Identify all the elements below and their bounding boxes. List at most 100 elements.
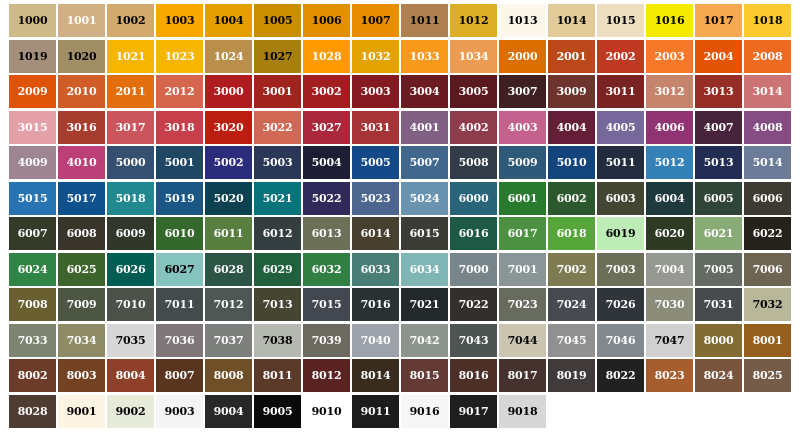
color-swatch-8012: 8012 xyxy=(303,359,350,392)
color-swatch-7031: 7031 xyxy=(695,288,742,321)
color-swatch-6018: 6018 xyxy=(548,217,595,250)
color-swatch-6019: 6019 xyxy=(597,217,644,250)
color-swatch-6009: 6009 xyxy=(107,217,154,250)
color-swatch-6016: 6016 xyxy=(450,217,497,250)
color-swatch-1006: 1006 xyxy=(303,4,350,37)
color-swatch-6021: 6021 xyxy=(695,217,742,250)
color-swatch-6011: 6011 xyxy=(205,217,252,250)
color-swatch-5000: 5000 xyxy=(107,146,154,179)
color-swatch-8007: 8007 xyxy=(156,359,203,392)
color-swatch-4003: 4003 xyxy=(499,110,546,144)
color-swatch-1023: 1023 xyxy=(156,39,203,73)
color-swatch-9011: 9011 xyxy=(352,394,399,428)
color-swatch-1019: 1019 xyxy=(9,39,56,73)
color-swatch-3015: 3015 xyxy=(9,110,56,144)
color-swatch-7038: 7038 xyxy=(254,323,301,357)
color-swatch-7032: 7032 xyxy=(744,288,791,321)
color-swatch-5022: 5022 xyxy=(303,181,350,215)
color-swatch-7022: 7022 xyxy=(450,288,497,321)
color-swatch-1004: 1004 xyxy=(205,4,252,37)
color-swatch-3002: 3002 xyxy=(303,75,350,108)
color-swatch-1020: 1020 xyxy=(58,39,105,73)
color-swatch-8001: 8001 xyxy=(744,323,791,357)
color-swatch-3016: 3016 xyxy=(58,110,105,144)
color-swatch-8008: 8008 xyxy=(205,359,252,392)
color-swatch-8028: 8028 xyxy=(9,394,56,428)
color-swatch-6024: 6024 xyxy=(9,252,56,286)
color-swatch-8004: 8004 xyxy=(107,359,154,392)
color-swatch-6022: 6022 xyxy=(744,217,791,250)
color-swatch-3005: 3005 xyxy=(450,75,497,108)
color-swatch-5021: 5021 xyxy=(254,181,301,215)
color-swatch-1018: 1018 xyxy=(744,4,791,37)
color-swatch-5013: 5013 xyxy=(695,146,742,179)
color-swatch-9010: 9010 xyxy=(303,394,350,428)
color-swatch-7037: 7037 xyxy=(205,323,252,357)
color-swatch-8023: 8023 xyxy=(646,359,693,392)
color-swatch-1007: 1007 xyxy=(352,4,399,37)
color-swatch-6027: 6027 xyxy=(156,252,203,286)
color-swatch-3014: 3014 xyxy=(744,75,791,108)
color-swatch-9016: 9016 xyxy=(401,394,448,428)
color-swatch-1016: 1016 xyxy=(646,4,693,37)
color-swatch-5018: 5018 xyxy=(107,181,154,215)
color-swatch-8003: 8003 xyxy=(58,359,105,392)
color-swatch-7006: 7006 xyxy=(744,252,791,286)
color-swatch-4009: 4009 xyxy=(9,146,56,179)
color-swatch-3007: 3007 xyxy=(499,75,546,108)
color-swatch-3001: 3001 xyxy=(254,75,301,108)
color-swatch-8025: 8025 xyxy=(744,359,791,392)
color-swatch-2002: 2002 xyxy=(597,39,644,73)
color-swatch-5001: 5001 xyxy=(156,146,203,179)
color-swatch-3009: 3009 xyxy=(548,75,595,108)
color-swatch-7030: 7030 xyxy=(646,288,693,321)
color-swatch-3017: 3017 xyxy=(107,110,154,144)
color-swatch-8011: 8011 xyxy=(254,359,301,392)
color-swatch-7002: 7002 xyxy=(548,252,595,286)
color-swatch-7004: 7004 xyxy=(646,252,693,286)
color-swatch-5007: 5007 xyxy=(401,146,448,179)
color-swatch-3004: 3004 xyxy=(401,75,448,108)
color-swatch-2003: 2003 xyxy=(646,39,693,73)
color-swatch-3012: 3012 xyxy=(646,75,693,108)
color-swatch-5014: 5014 xyxy=(744,146,791,179)
color-swatch-5024: 5024 xyxy=(401,181,448,215)
color-swatch-7045: 7045 xyxy=(548,323,595,357)
color-swatch-4006: 4006 xyxy=(646,110,693,144)
color-swatch-2008: 2008 xyxy=(744,39,791,73)
color-swatch-5009: 5009 xyxy=(499,146,546,179)
color-swatch-3022: 3022 xyxy=(254,110,301,144)
color-swatch-7023: 7023 xyxy=(499,288,546,321)
color-swatch-6007: 6007 xyxy=(9,217,56,250)
color-swatch-2001: 2001 xyxy=(548,39,595,73)
color-swatch-7046: 7046 xyxy=(597,323,644,357)
color-swatch-1012: 1012 xyxy=(450,4,497,37)
color-swatch-3031: 3031 xyxy=(352,110,399,144)
color-swatch-1017: 1017 xyxy=(695,4,742,37)
color-swatch-8016: 8016 xyxy=(450,359,497,392)
color-swatch-7033: 7033 xyxy=(9,323,56,357)
color-swatch-6003: 6003 xyxy=(597,181,644,215)
color-swatch-3000: 3000 xyxy=(205,75,252,108)
color-swatch-6026: 6026 xyxy=(107,252,154,286)
color-swatch-7035: 7035 xyxy=(107,323,154,357)
color-swatch-8017: 8017 xyxy=(499,359,546,392)
color-swatch-6005: 6005 xyxy=(695,181,742,215)
color-swatch-1027: 1027 xyxy=(254,39,301,73)
color-swatch-6006: 6006 xyxy=(744,181,791,215)
color-swatch-grid: 1000 1001 1002 1003 1004 1005 1006 1007 1011 1012… xyxy=(9,4,791,428)
color-swatch-5004: 5004 xyxy=(303,146,350,179)
color-swatch-8014: 8014 xyxy=(352,359,399,392)
color-swatch-6032: 6032 xyxy=(303,252,350,286)
color-swatch-8024: 8024 xyxy=(695,359,742,392)
color-swatch-5019: 5019 xyxy=(156,181,203,215)
color-swatch-9004: 9004 xyxy=(205,394,252,428)
color-swatch-6033: 6033 xyxy=(352,252,399,286)
color-swatch-8015: 8015 xyxy=(401,359,448,392)
color-swatch-9018: 9018 xyxy=(499,394,546,428)
color-swatch-5005: 5005 xyxy=(352,146,399,179)
color-swatch-3003: 3003 xyxy=(352,75,399,108)
color-swatch-2012: 2012 xyxy=(156,75,203,108)
color-swatch-3011: 3011 xyxy=(597,75,644,108)
color-swatch-9017: 9017 xyxy=(450,394,497,428)
